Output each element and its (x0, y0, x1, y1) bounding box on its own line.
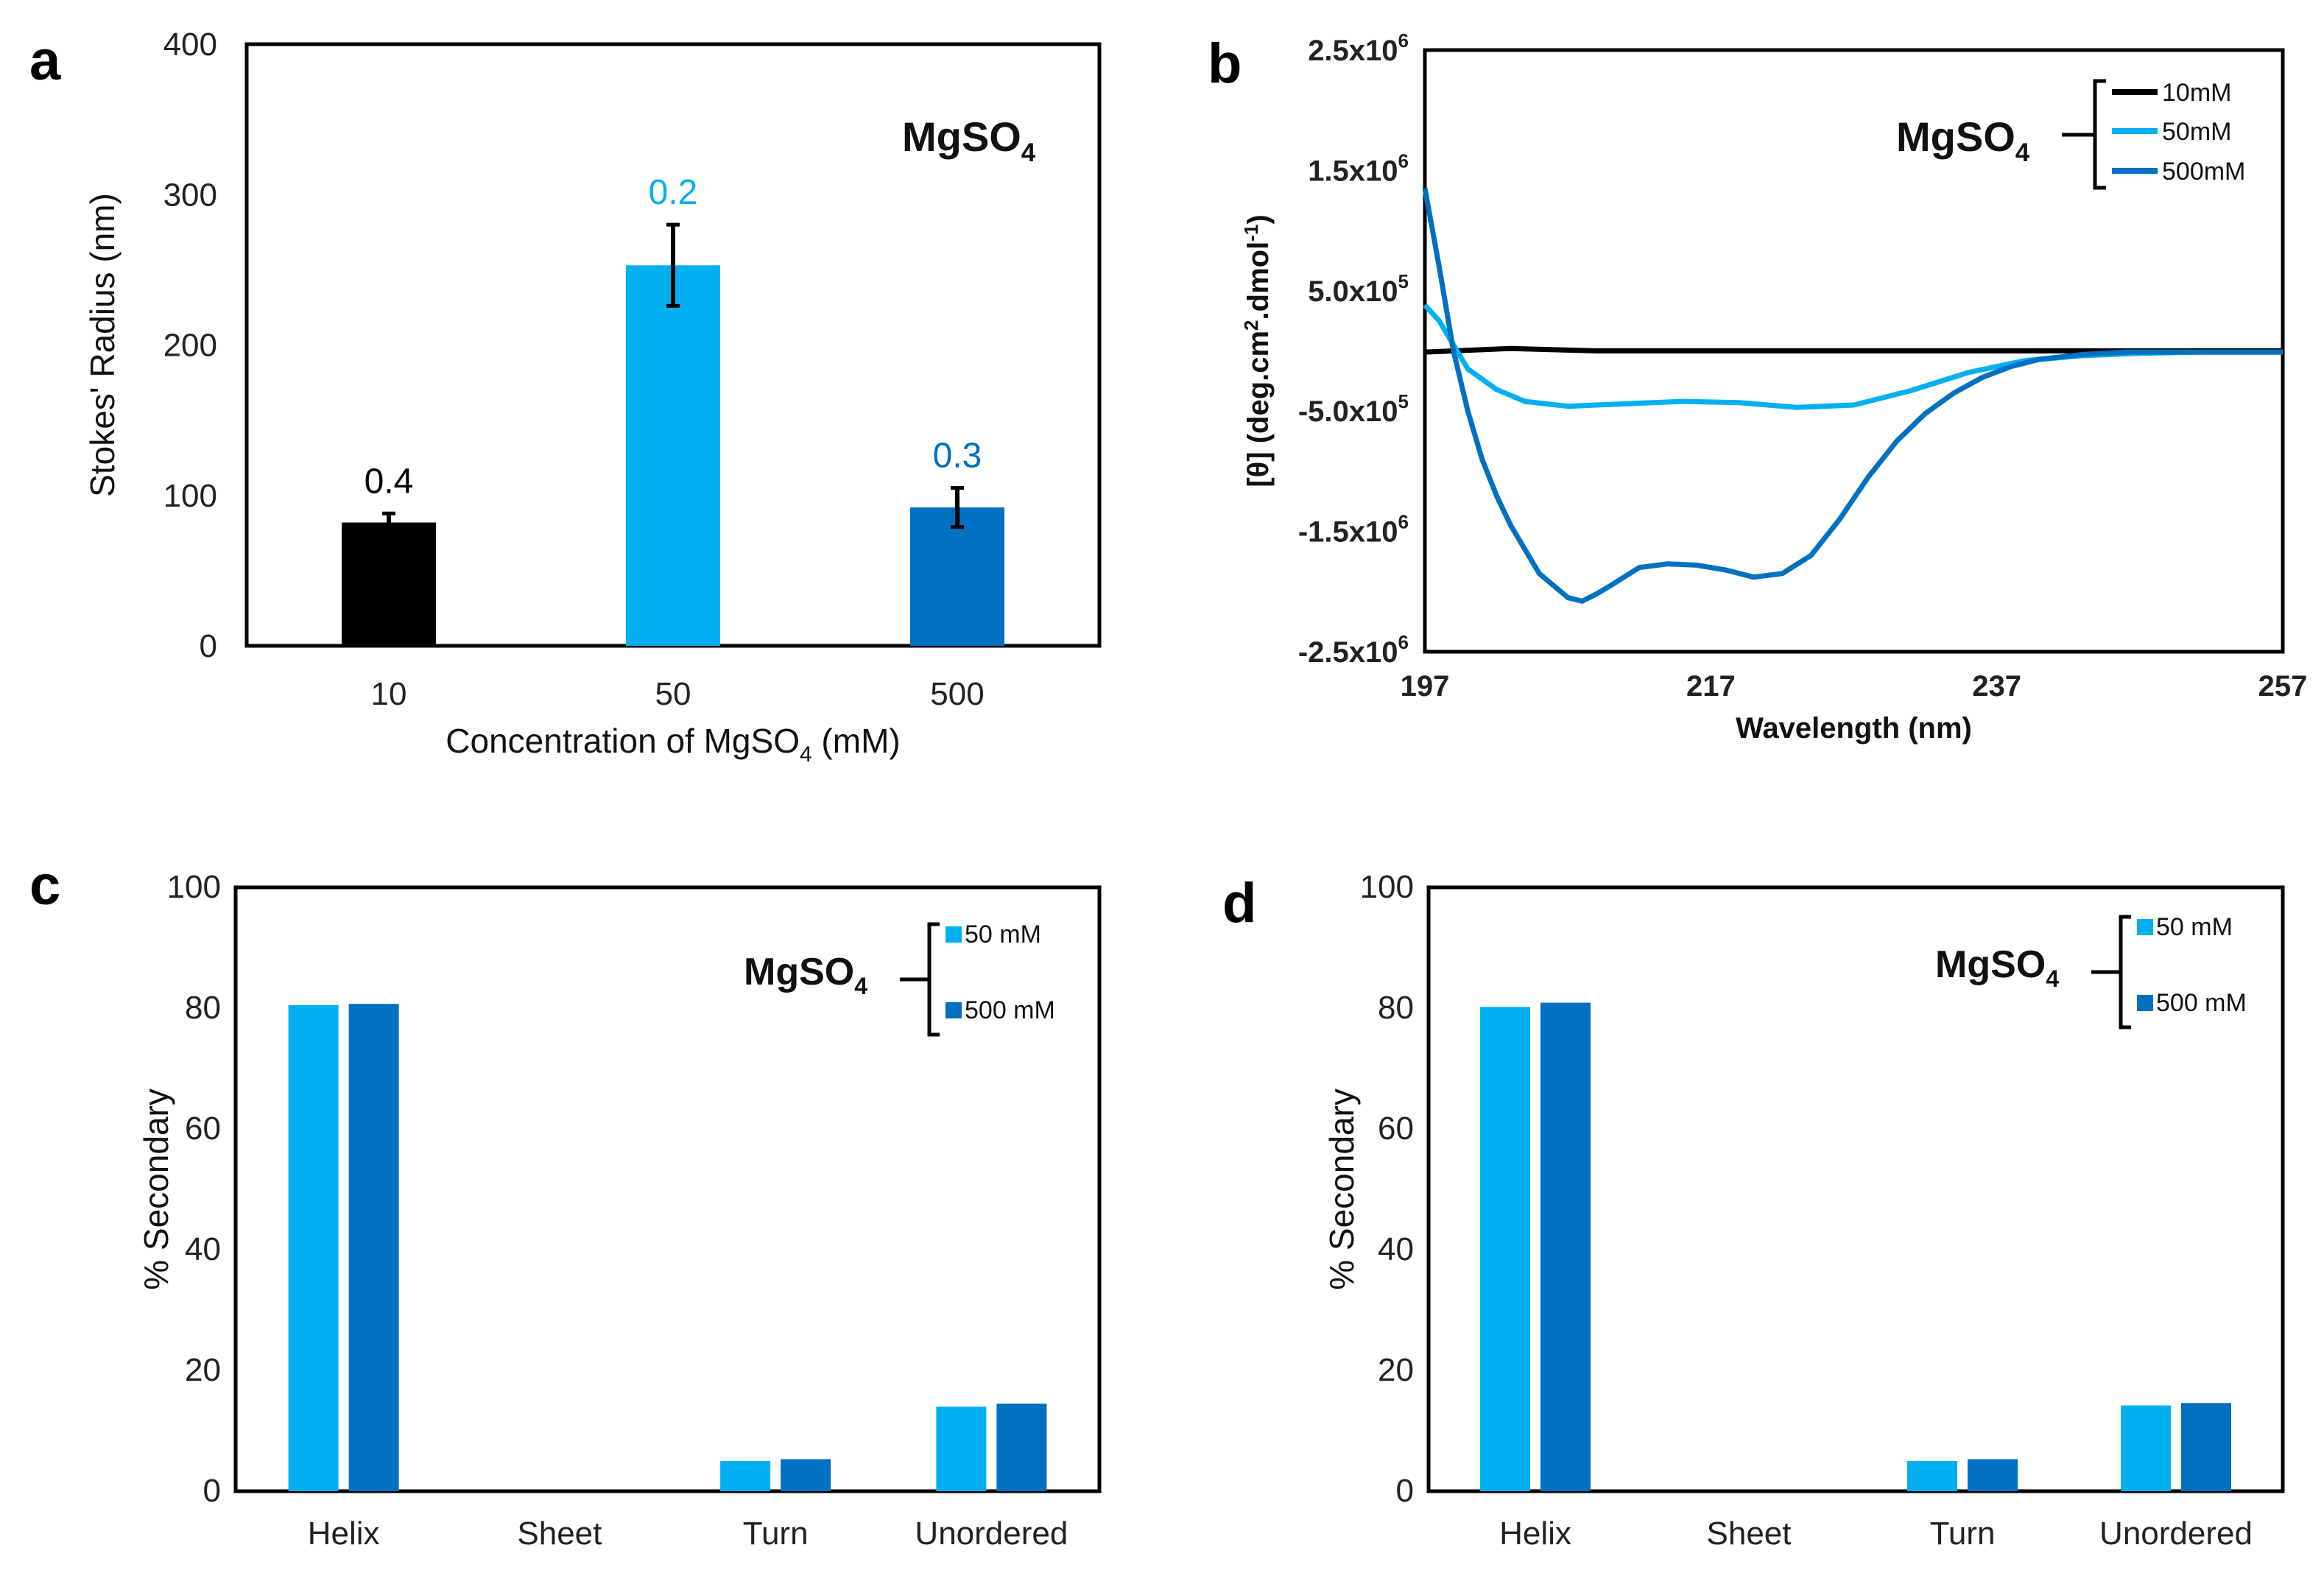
y-axis-label: % Secondary (137, 1088, 175, 1290)
bar-turn (1968, 1459, 2018, 1491)
legend-label: 500mM (2162, 158, 2245, 186)
chart-b: 2.5x106 1.5x106 5.0x105 -5.0x105 -1.5x106 -2.… (1240, 29, 2307, 744)
bar-helix (348, 1004, 399, 1491)
chart-title: MgSO4 (1935, 943, 2059, 992)
panel-label-d: d (1222, 872, 1256, 934)
bar-helix (1540, 1002, 1591, 1491)
x-tick-label: Unordered (915, 1516, 1068, 1552)
y-tick-label: 60 (185, 1110, 221, 1147)
bar (910, 507, 1004, 646)
y-tick-label: 0 (200, 628, 217, 664)
x-tick-label: 237 (1972, 670, 2021, 703)
bar-unordered (936, 1407, 987, 1491)
panel-label-b: b (1208, 32, 1242, 95)
x-tick-label: 217 (1686, 670, 1736, 703)
x-tick-label: Sheet (1707, 1516, 1792, 1552)
y-tick-label: 0 (1396, 1473, 1414, 1509)
y-tick-label: 2.5x106 (1308, 29, 1409, 67)
x-tick-label: Sheet (517, 1516, 602, 1552)
bar-unordered (2181, 1403, 2231, 1491)
bar (626, 265, 720, 646)
series-line-50mM (1423, 303, 2283, 410)
panel-label-a: a (29, 29, 61, 92)
y-tick-label: 200 (163, 328, 217, 364)
bar-helix (1480, 1007, 1530, 1491)
bar-turn (781, 1459, 831, 1491)
y-tick-label: 80 (1378, 990, 1414, 1026)
x-axis-label: Wavelength (nm) (1736, 712, 1972, 744)
bar-turn (1907, 1461, 1957, 1491)
plot-frame (233, 885, 1102, 1493)
x-tick-label: 257 (2258, 670, 2308, 703)
y-tick-label: 400 (163, 27, 217, 63)
chart-title: MgSO4 (1896, 113, 2030, 167)
y-tick-label: 100 (163, 478, 217, 514)
chart-d: 0 20 40 60 80 100 Helix Sheet Turn Unordered % Sec… (1323, 869, 2285, 1552)
y-tick-label: 40 (185, 1231, 221, 1267)
legend-label: 10mM (2162, 79, 2231, 107)
x-tick-label: Turn (743, 1516, 809, 1552)
bar (342, 522, 436, 646)
y-tick-label: 60 (1378, 1110, 1414, 1147)
bar-turn (720, 1461, 771, 1491)
y-axis-label: Stokes' Radius (nm) (83, 193, 122, 497)
x-tick-label: Helix (308, 1516, 380, 1552)
x-tick-label: Unordered (2099, 1516, 2253, 1552)
chart-title: MgSO4 (744, 951, 867, 999)
y-tick-label: -2.5x106 (1298, 631, 1409, 669)
bar-helix (288, 1004, 339, 1491)
x-tick-label: 500 (930, 676, 984, 712)
legend-label: 500 mM (2156, 989, 2247, 1017)
legend-swatch (946, 1002, 962, 1018)
x-axis-label: Concentration of MgSO4 (mM) (446, 722, 900, 767)
y-tick-label: -5.0x105 (1298, 390, 1409, 428)
y-tick-label: -1.5x106 (1298, 511, 1409, 549)
x-tick-label: Turn (1930, 1516, 1996, 1552)
legend-bracket (2093, 79, 2106, 190)
x-tick-label: 10 (371, 676, 407, 712)
legend-label: 50mM (2162, 118, 2231, 146)
x-tick-label: 50 (655, 676, 691, 712)
legend-label: 500 mM (965, 996, 1055, 1024)
y-tick-label: 0 (203, 1473, 221, 1509)
bar-unordered (2121, 1405, 2171, 1491)
y-tick-label: 80 (185, 990, 221, 1026)
legend-label: 50 mM (965, 920, 1041, 948)
legend-swatch (946, 926, 962, 943)
y-tick-label: 1.5x106 (1308, 149, 1409, 187)
series-line-500mM (1422, 188, 2283, 604)
legend-swatch (2137, 919, 2153, 935)
chart-c: 0 20 40 60 80 100 Helix Sheet Turn Unordered % Sec… (137, 869, 1102, 1552)
bar-unordered (996, 1404, 1047, 1491)
y-tick-label: 100 (1360, 869, 1414, 905)
legend-swatch (2137, 995, 2153, 1011)
chart-a: 0 100 200 300 400 0.4 10 0.2 50 0.3 500 Stokes' Rad… (83, 27, 1102, 767)
data-label: 0.3 (933, 437, 982, 476)
y-tick-label: 5.0x105 (1308, 270, 1409, 308)
x-tick-label: Helix (1499, 1516, 1571, 1552)
legend-bracket (2119, 915, 2131, 1029)
panel-label-c: c (29, 854, 60, 917)
legend-label: 50 mM (2156, 913, 2233, 941)
y-axis-label: % Secondary (1323, 1088, 1361, 1290)
y-tick-label: 100 (167, 869, 221, 905)
plot-frame (1426, 885, 2285, 1493)
y-tick-label: 300 (163, 177, 217, 213)
data-label: 0.2 (649, 173, 698, 212)
y-axis-label: [θ] (deg.cm2.dmol-1) (1240, 214, 1275, 487)
y-tick-label: 40 (1378, 1231, 1414, 1267)
data-label: 0.4 (365, 462, 414, 501)
chart-title: MgSO4 (902, 113, 1036, 167)
legend-bracket (927, 922, 940, 1037)
y-tick-label: 20 (1378, 1352, 1414, 1388)
x-tick-label: 197 (1401, 670, 1450, 703)
y-tick-label: 20 (185, 1352, 221, 1388)
